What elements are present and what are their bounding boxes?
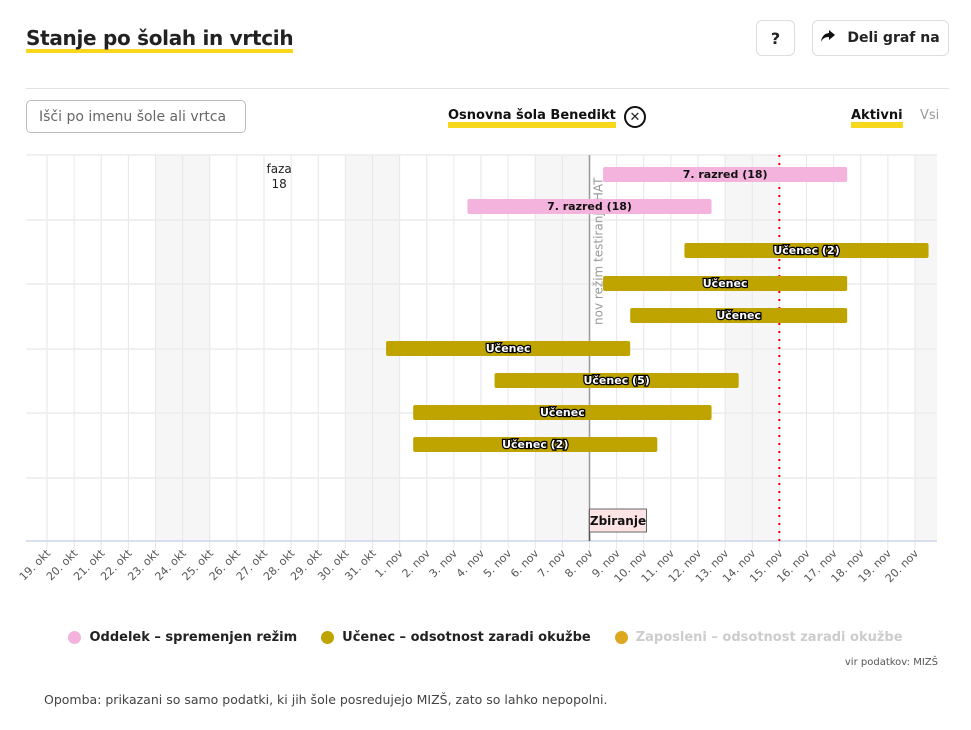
x-tick-label: 6. nov	[508, 547, 542, 581]
weekend-shade	[725, 155, 753, 541]
legend-label: Oddelek – spremenjen režim	[89, 630, 298, 645]
legend: Oddelek – spremenjen režim Učenec – odso…	[0, 630, 971, 645]
gantt-bar	[603, 276, 848, 291]
share-label: Deli graf na	[847, 30, 940, 46]
legend-dot-ucenec	[321, 631, 335, 644]
gantt-bar	[413, 405, 712, 420]
gantt-bar-label: Učenec (5)	[583, 374, 649, 387]
x-tick-label: 5. nov	[481, 547, 515, 581]
x-tick-label: 8. nov	[562, 547, 596, 581]
gantt-bar-label: Učenec (2)	[773, 244, 839, 257]
weekend-shade	[915, 155, 937, 541]
x-tick-label: 1. nov	[372, 547, 406, 581]
legend-item-ucenec[interactable]: Učenec – odsotnost zaradi okužbe	[321, 630, 591, 645]
gantt-bar	[467, 199, 712, 214]
weekend-shade	[345, 155, 373, 541]
legend-dot-oddelek	[68, 631, 82, 644]
help-button[interactable]: ?	[756, 20, 795, 56]
flag-zbiranje	[589, 508, 647, 533]
legend-item-zaposleni[interactable]: Zaposleni – odsotnost zaradi okužbe	[614, 630, 903, 645]
annotation-faza: faza	[267, 162, 292, 176]
gantt-bar	[494, 373, 739, 388]
gantt-bar-label: Učenec	[540, 406, 585, 419]
legend-item-oddelek[interactable]: Oddelek – spremenjen režim	[68, 630, 297, 645]
x-tick-label: 2. nov	[399, 547, 433, 581]
gantt-bar	[603, 167, 848, 182]
legend-dot-zaposleni	[614, 631, 628, 644]
legend-label: Učenec – odsotnost zaradi okužbe	[342, 630, 591, 645]
help-label: ?	[770, 28, 781, 48]
clear-selection-button[interactable]: ✕	[624, 106, 646, 128]
gantt-bar	[386, 341, 631, 356]
divider	[26, 88, 949, 89]
legend-label: Zaposleni – odsotnost zaradi okužbe	[635, 630, 903, 645]
data-source: vir podatkov: MIZŠ	[844, 657, 938, 668]
weekend-shade	[182, 155, 210, 541]
gantt-bar	[630, 308, 848, 323]
x-tick-label: 7. nov	[535, 547, 569, 581]
share-icon	[821, 30, 836, 46]
annotation-faza-number: 18	[271, 177, 286, 191]
gantt-bar-label: 7. razred (18)	[683, 168, 768, 181]
close-icon: ✕	[629, 109, 641, 125]
x-tick-label: 3. nov	[427, 547, 461, 581]
gantt-bar-label: Učenec	[716, 309, 761, 322]
footnote: Opomba: prikazani so samo podatki, ki ji…	[44, 692, 608, 707]
gantt-bar	[413, 437, 658, 452]
share-button[interactable]: Deli graf na	[812, 20, 949, 56]
toggle-all[interactable]: Vsi	[920, 108, 940, 123]
weekend-shade	[155, 155, 183, 541]
gantt-bar-label: 7. razred (18)	[547, 200, 632, 213]
gantt-bar-label: Učenec	[703, 277, 748, 290]
toggle-active[interactable]: Aktivni	[851, 108, 903, 128]
page-title: Stanje po šolah in vrtcih	[26, 26, 294, 53]
search-input[interactable]	[26, 100, 246, 133]
gantt-bar-label: Učenec (2)	[502, 438, 568, 451]
selected-school-label: Osnovna šola Benedikt	[448, 108, 616, 128]
flag-zbiranje-label: Zbiranje	[590, 514, 646, 528]
gantt-bar	[684, 243, 929, 258]
gantt-bar-label: Učenec	[486, 342, 531, 355]
weekend-shade	[752, 155, 780, 541]
x-tick-label: 4. nov	[454, 547, 488, 581]
x-tick-label: 31. okt	[342, 546, 379, 583]
